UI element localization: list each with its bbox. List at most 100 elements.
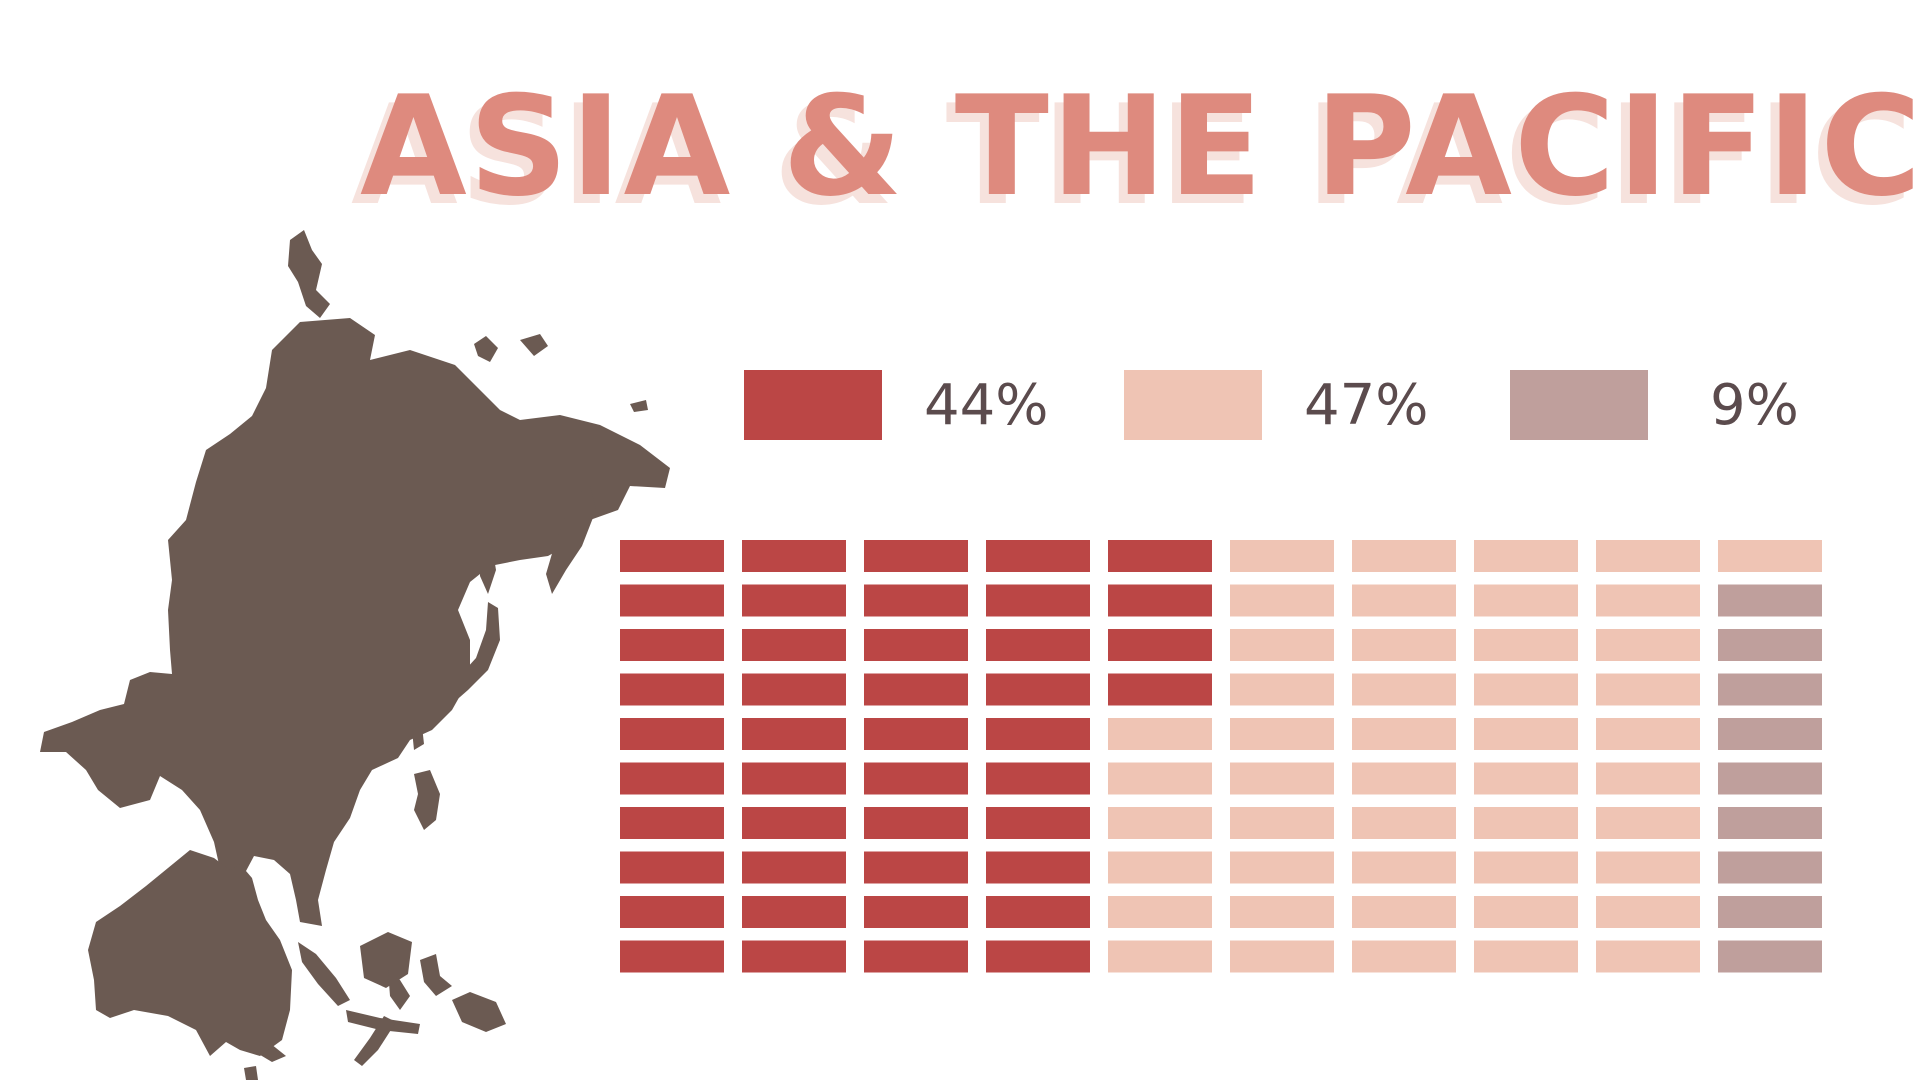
waffle-cell-99: [1718, 896, 1822, 928]
waffle-cell-71: [1474, 540, 1578, 572]
waffle-cell-15: [742, 718, 846, 750]
legend-swatch-peach: [1124, 370, 1262, 440]
waffle-cell-57: [1230, 807, 1334, 839]
waffle-cell-91: [1718, 540, 1822, 572]
waffle-cell-46: [1108, 762, 1212, 795]
waffle-cell-43: [1108, 629, 1212, 661]
waffle-cell-97: [1718, 807, 1822, 839]
waffle-cell-52: [1230, 584, 1334, 617]
waffle-cell-29: [864, 896, 968, 928]
waffle-cell-14: [742, 673, 846, 706]
waffle-cell-66: [1352, 762, 1456, 795]
waffle-cell-67: [1352, 807, 1456, 839]
waffle-cell-28: [864, 851, 968, 884]
waffle-cell-39: [986, 896, 1090, 928]
waffle-cell-10: [620, 940, 724, 973]
waffle-cell-32: [986, 584, 1090, 617]
waffle-cell-92: [1718, 584, 1822, 617]
waffle-cell-4: [620, 673, 724, 706]
waffle-chart: [620, 540, 1822, 973]
waffle-cell-93: [1718, 629, 1822, 661]
waffle-cell-8: [620, 851, 724, 884]
waffle-cell-62: [1352, 584, 1456, 617]
waffle-cell-11: [742, 540, 846, 572]
waffle-cell-78: [1474, 851, 1578, 884]
legend-label-mauve: 9%: [1710, 373, 1799, 438]
waffle-cell-81: [1596, 540, 1700, 572]
waffle-cell-95: [1718, 718, 1822, 750]
waffle-cell-79: [1474, 896, 1578, 928]
waffle-cell-80: [1474, 940, 1578, 973]
waffle-cell-51: [1230, 540, 1334, 572]
waffle-cell-9: [620, 896, 724, 928]
waffle-cell-75: [1474, 718, 1578, 750]
waffle-cell-37: [986, 807, 1090, 839]
waffle-cell-17: [742, 807, 846, 839]
legend-item-peach: 47%: [1124, 370, 1444, 442]
waffle-cell-89: [1596, 896, 1700, 928]
waffle-cell-18: [742, 851, 846, 884]
waffle-cell-87: [1596, 807, 1700, 839]
waffle-cell-82: [1596, 584, 1700, 617]
waffle-cell-2: [620, 584, 724, 617]
waffle-cell-85: [1596, 718, 1700, 750]
waffle-cell-55: [1230, 718, 1334, 750]
waffle-cell-90: [1596, 940, 1700, 973]
waffle-cell-54: [1230, 673, 1334, 706]
waffle-cell-76: [1474, 762, 1578, 795]
waffle-cell-73: [1474, 629, 1578, 661]
waffle-cell-65: [1352, 718, 1456, 750]
waffle-cell-12: [742, 584, 846, 617]
waffle-cell-44: [1108, 673, 1212, 706]
waffle-cell-5: [620, 718, 724, 750]
waffle-cell-7: [620, 807, 724, 839]
legend-item-mauve: 9%: [1510, 370, 1810, 442]
asia-pacific-map-icon: [40, 230, 670, 1080]
waffle-cell-72: [1474, 584, 1578, 617]
waffle-cell-64: [1352, 673, 1456, 706]
waffle-cell-50: [1108, 940, 1212, 973]
waffle-cell-27: [864, 807, 968, 839]
waffle-cell-68: [1352, 851, 1456, 884]
waffle-cell-56: [1230, 762, 1334, 795]
waffle-cell-100: [1718, 940, 1822, 973]
page-title: ASIA & THE PACIFIC: [360, 66, 1920, 227]
waffle-cell-60: [1230, 940, 1334, 973]
waffle-cell-86: [1596, 762, 1700, 795]
waffle-cell-42: [1108, 584, 1212, 617]
waffle-cell-84: [1596, 673, 1700, 706]
waffle-cell-3: [620, 629, 724, 661]
waffle-cell-25: [864, 718, 968, 750]
waffle-cell-59: [1230, 896, 1334, 928]
waffle-cell-61: [1352, 540, 1456, 572]
waffle-cell-63: [1352, 629, 1456, 661]
waffle-cell-45: [1108, 718, 1212, 750]
waffle-cell-40: [986, 940, 1090, 973]
waffle-cell-16: [742, 762, 846, 795]
waffle-cell-74: [1474, 673, 1578, 706]
waffle-cell-23: [864, 629, 968, 661]
waffle-cell-88: [1596, 851, 1700, 884]
waffle-cell-77: [1474, 807, 1578, 839]
waffle-cell-13: [742, 629, 846, 661]
waffle-cell-83: [1596, 629, 1700, 661]
waffle-cell-53: [1230, 629, 1334, 661]
waffle-cell-31: [986, 540, 1090, 572]
legend-swatch-mauve: [1510, 370, 1648, 440]
waffle-cell-1: [620, 540, 724, 572]
waffle-cell-41: [1108, 540, 1212, 572]
waffle-cell-33: [986, 629, 1090, 661]
waffle-cell-35: [986, 718, 1090, 750]
waffle-cell-96: [1718, 762, 1822, 795]
waffle-cell-38: [986, 851, 1090, 884]
legend-item-red: 44%: [744, 370, 1064, 442]
waffle-cell-30: [864, 940, 968, 973]
waffle-cell-24: [864, 673, 968, 706]
waffle-cell-34: [986, 673, 1090, 706]
waffle-cell-22: [864, 584, 968, 617]
waffle-cell-6: [620, 762, 724, 795]
waffle-cell-94: [1718, 673, 1822, 706]
waffle-cell-26: [864, 762, 968, 795]
waffle-cell-36: [986, 762, 1090, 795]
waffle-cell-20: [742, 940, 846, 973]
